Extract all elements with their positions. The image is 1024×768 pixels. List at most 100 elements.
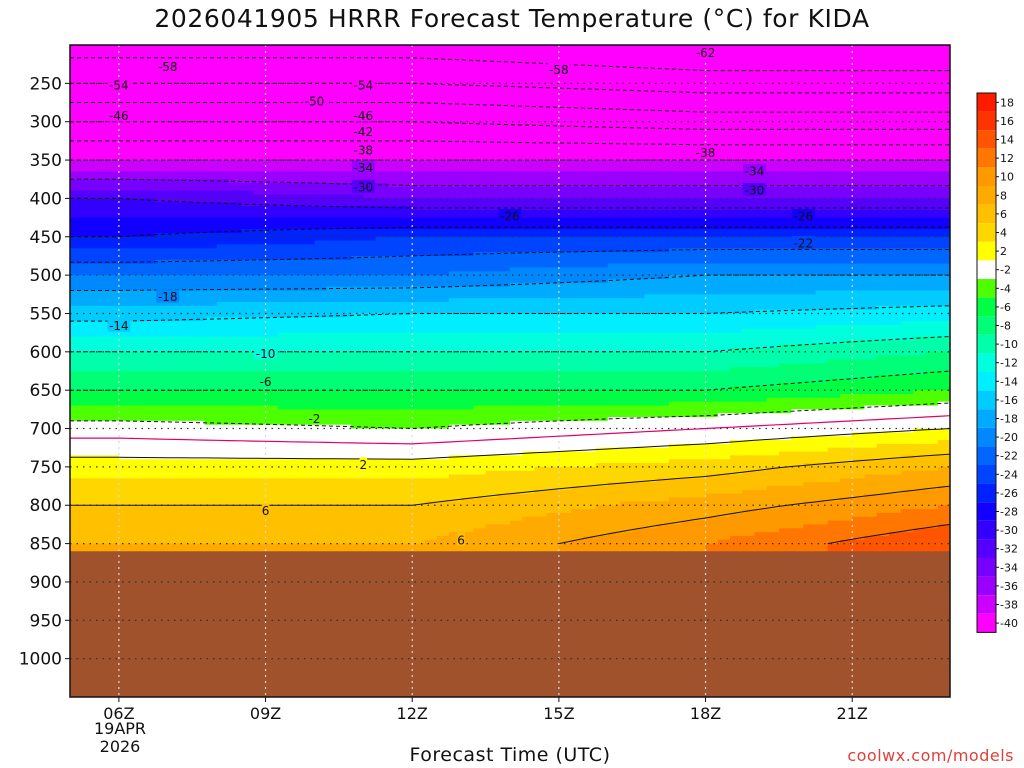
field-cell [485, 532, 499, 537]
field-cell [204, 394, 218, 399]
field-cell [412, 125, 426, 130]
field-cell [241, 328, 254, 334]
field-cell [94, 524, 108, 529]
field-cell [412, 520, 426, 526]
field-cell [326, 244, 340, 249]
field-cell [461, 417, 474, 422]
field-cell [180, 229, 193, 234]
field-cell [375, 106, 389, 111]
field-cell [412, 267, 426, 272]
field-cell [290, 328, 303, 334]
field-cell [314, 509, 328, 514]
field-cell [253, 474, 267, 479]
field-cell [290, 470, 303, 476]
field-cell [131, 68, 144, 73]
field-cell [204, 486, 218, 491]
field-cell [228, 52, 242, 58]
field-cell [351, 171, 364, 176]
field-cell [497, 340, 511, 345]
field-cell [118, 202, 132, 207]
field-cell [314, 463, 328, 468]
field-cell [228, 486, 242, 491]
field-cell [497, 432, 511, 437]
field-cell [290, 56, 303, 61]
field-cell [253, 221, 267, 226]
field-cell [180, 202, 193, 207]
field-cell [253, 420, 267, 426]
field-cell [461, 102, 474, 107]
field-cell [118, 405, 132, 410]
field-cell [326, 114, 340, 119]
field-cell [461, 347, 474, 353]
field-cell [192, 52, 206, 58]
field-cell [290, 248, 303, 253]
field-cell [241, 267, 254, 272]
field-cell [204, 509, 218, 514]
field-cell [448, 171, 462, 176]
field-cell [363, 347, 377, 353]
field-cell [228, 298, 242, 303]
field-cell [131, 401, 144, 407]
field-cell [118, 190, 132, 196]
field-cell [253, 64, 267, 69]
field-cell [143, 443, 157, 449]
field-cell [265, 56, 279, 61]
field-cell [143, 244, 157, 249]
field-cell [485, 255, 499, 261]
field-cell [118, 528, 132, 533]
field-cell [228, 175, 242, 180]
field-cell [473, 382, 487, 387]
field-cell [338, 156, 352, 161]
field-cell [277, 290, 291, 295]
field-cell [314, 244, 328, 249]
field-cell [253, 163, 267, 169]
field-cell [277, 347, 291, 353]
field-cell [118, 486, 132, 491]
field-cell [216, 102, 230, 107]
field-cell [253, 114, 267, 119]
field-cell [253, 167, 267, 173]
field-cell [82, 133, 96, 138]
field-cell [338, 428, 352, 433]
field-cell [302, 428, 316, 433]
field-cell [180, 52, 193, 58]
field-cell [461, 133, 474, 138]
field-cell [485, 386, 499, 391]
field-cell [290, 133, 303, 138]
field-cell [204, 56, 218, 61]
field-cell [314, 424, 328, 430]
field-cell [290, 83, 303, 88]
field-cell [106, 275, 120, 280]
field-cell [314, 275, 328, 280]
field-cell [265, 232, 279, 238]
field-cell [143, 478, 157, 483]
field-cell [387, 267, 401, 272]
field-cell [82, 232, 96, 238]
field-cell [375, 225, 389, 230]
field-cell [338, 363, 352, 368]
field-cell [241, 505, 254, 510]
field-cell [400, 71, 413, 77]
field-cell [143, 539, 157, 545]
field-cell [82, 194, 96, 200]
field-cell [167, 202, 181, 207]
field-cell [82, 547, 96, 552]
field-cell [436, 505, 450, 510]
field-cell [277, 129, 291, 134]
field-cell [265, 209, 279, 215]
field-cell [82, 202, 96, 207]
field-cell [118, 140, 132, 146]
field-cell [400, 301, 413, 307]
field-cell [314, 428, 328, 433]
field-cell [265, 263, 279, 269]
field-cell [497, 336, 511, 341]
field-cell [461, 512, 474, 518]
field-cell [448, 179, 462, 184]
field-cell [253, 455, 267, 460]
field-cell [167, 259, 181, 265]
field-cell [510, 455, 523, 460]
field-cell [290, 68, 303, 73]
field-cell [106, 232, 120, 238]
field-cell [180, 520, 193, 526]
field-cell [314, 48, 328, 54]
